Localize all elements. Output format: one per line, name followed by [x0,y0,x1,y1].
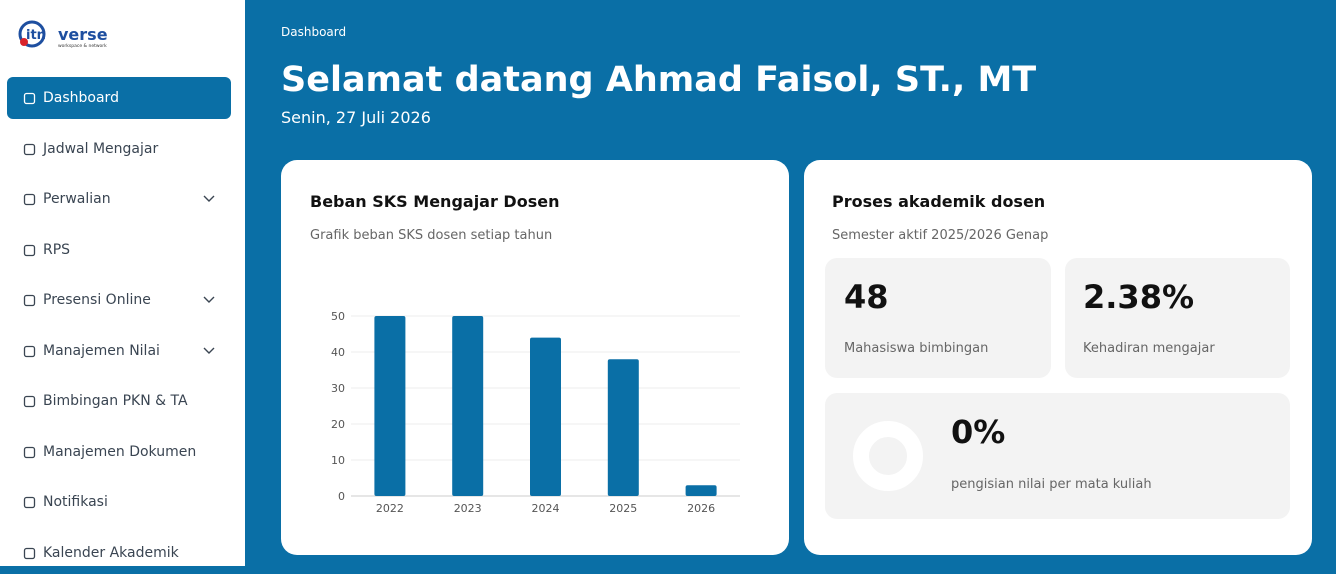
bar [374,316,406,496]
academic-title: Proses akademik dosen [832,192,1046,211]
menu-icon [23,345,36,357]
menu-item[interactable]: Jadwal Mengajar [7,128,231,170]
x-tick-label: 2025 [609,502,637,515]
stat-box: 2.38% Kehadiran mengajar [1065,258,1290,378]
y-tick-label: 10 [331,454,345,467]
chart: 0 10 20 30 40 50 2022 2023 2024 2025 2026 [331,310,740,515]
bar [607,359,639,496]
stat-box: 48 Mahasiswa bimbingan [825,258,1051,378]
menu-label: Presensi Online [43,292,151,308]
menu-item[interactable]: Dashboard [7,77,231,119]
bar [452,316,484,496]
menu-item[interactable]: Presensi Online [7,279,231,321]
menu-label: Dashboard [43,90,119,106]
bar [530,337,561,496]
chevron [203,296,215,303]
menu-label: Manajemen Nilai [43,342,160,359]
menu-icon [23,446,36,458]
stat-label: Mahasiswa bimbingan [844,341,989,356]
x-tick-label: 2023 [454,502,482,515]
y-tick-label: 0 [338,490,345,503]
donut [853,421,923,491]
x-tick-label: 2022 [376,502,404,515]
menu-icon [23,496,36,509]
bar [685,485,717,496]
menu-item[interactable]: Manajemen Dokumen [7,431,231,473]
menu-label: Kalender Akademik [43,544,179,561]
stat-value: 48 [844,278,889,316]
logo: itn verse workspace & network [18,20,108,49]
menu-label: Jadwal Mengajar [43,140,159,157]
y-tick-label: 40 [331,346,345,359]
breadcrumb[interactable]: Dashboard [281,25,347,39]
menu-item[interactable]: Kalender Akademik [7,532,231,574]
logo-tagline: workspace & network [58,43,107,49]
svg-text:itn: itn [26,28,46,43]
menu-icon [23,395,36,408]
academic-card: Proses akademik dosen Semester aktif 202… [804,160,1312,555]
menu-icon [23,244,36,256]
stat-value: 2.38% [1083,278,1195,316]
menu-item[interactable]: Notifikasi [7,481,231,523]
x-tick-label: 2024 [532,502,560,515]
chart-title: Beban SKS Mengajar Dosen [310,192,560,211]
donut-track [853,421,923,491]
chevron [203,195,215,202]
stat-label: Kehadiran mengajar [1083,341,1215,356]
menu-icon [23,92,36,105]
academic-subtitle: Semester aktif 2025/2026 Genap [832,228,1049,243]
y-tick-label: 50 [331,310,345,323]
sidebar: itn verse workspace & network Dashboard J… [0,0,245,566]
menu-label: RPS [43,241,71,258]
y-tick-label: 20 [331,418,345,431]
menu-item[interactable]: Perwalian [7,178,231,220]
menu-item[interactable]: Bimbingan PKN & TA [7,380,231,422]
menu-icon [23,294,36,307]
chart-card: Beban SKS Mengajar Dosen Grafik beban SK… [281,160,789,555]
completion-value: 0% [951,413,1006,451]
menu-label: Perwalian [43,191,111,207]
y-tick-label: 30 [331,382,345,395]
menu-item[interactable]: Manajemen Nilai [7,330,231,372]
completion-caption: pengisian nilai per mata kuliah [951,477,1152,492]
chevron [203,347,215,354]
menu-label: Bimbingan PKN & TA [43,393,188,409]
date: Senin, 27 Juli 2026 [281,108,431,127]
logo-text: verse [58,25,108,44]
page-title: Selamat datang Ahmad Faisol, ST., MT [281,60,1037,100]
completion-box: 0% pengisian nilai per mata kuliah [825,393,1290,519]
menu-label: Notifikasi [43,494,108,510]
chart-subtitle: Grafik beban SKS dosen setiap tahun [310,228,553,243]
x-tick-label: 2026 [687,502,715,515]
menu-label: Manajemen Dokumen [43,443,197,460]
menu-item[interactable]: RPS [7,229,231,271]
menu-icon [23,193,36,206]
menu-icon [23,143,36,155]
menu-icon [23,547,36,559]
